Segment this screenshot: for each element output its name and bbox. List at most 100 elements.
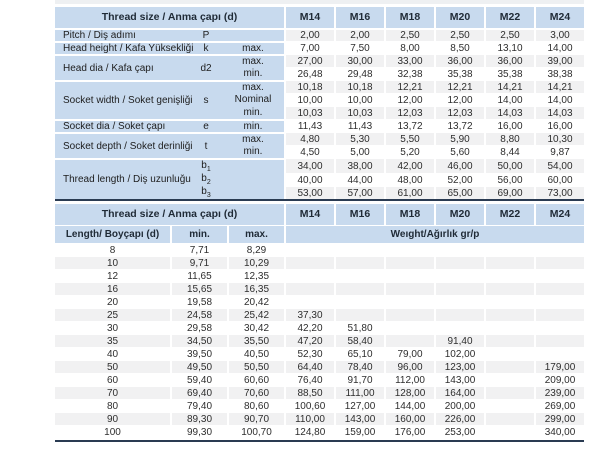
weight-cell [534, 269, 584, 282]
spec-symbol: P [190, 28, 222, 41]
weight-cell [534, 334, 584, 347]
weight-table-title: Thread size / Anma çapı (d) [55, 204, 284, 225]
spec-cell: 13,72 [434, 119, 484, 132]
weight-cell [384, 334, 434, 347]
spec-cell: 7,50 [334, 41, 384, 54]
weight-row: 25 24,58 25,42 37,30 [55, 308, 584, 321]
spec-cell: 27,00 [284, 54, 334, 67]
spec-cell: 5,60 [434, 145, 484, 158]
weight-cell [434, 321, 484, 334]
spec-cell: 5,90 [434, 132, 484, 145]
max-cell: 25,42 [227, 308, 284, 321]
weight-cell [534, 282, 584, 295]
max-column-header: max. [227, 225, 284, 243]
spec-cell: 5,00 [334, 145, 384, 158]
weight-cell: 143,00 [334, 412, 384, 425]
spec-row: Head height / Kafa Yüksekliği k max. 7,00 7,… [55, 41, 584, 54]
weight-cell: 51,80 [334, 321, 384, 334]
spec-cell: 40,00 [284, 173, 334, 186]
spec-cell: 36,00 [484, 54, 534, 67]
max-cell: 100,70 [227, 425, 284, 438]
weight-cell: 340,00 [534, 425, 584, 438]
spec-cell: 14,00 [534, 41, 584, 54]
max-cell: 30,42 [227, 321, 284, 334]
weight-cell [384, 256, 434, 269]
weight-cell: 91,40 [434, 334, 484, 347]
spec-cell: 14,03 [534, 106, 584, 119]
spec-cell: 46,00 [434, 158, 484, 173]
min-cell: 49,50 [170, 360, 227, 373]
weight-row: 35 34,50 35,50 47,20 58,40 91,40 [55, 334, 584, 347]
table-separator-rule [55, 199, 584, 201]
spec-row-label: Pitch / Diş adımı [55, 28, 190, 41]
weight-cell: 52,30 [284, 347, 334, 360]
weight-cell [434, 256, 484, 269]
size-header-m24: M24 [534, 204, 584, 225]
spec-symbol: s [190, 80, 222, 119]
spec-cell: 12,03 [434, 106, 484, 119]
spec-cell: 30,00 [334, 54, 384, 67]
spec-cell: 39,00 [534, 54, 584, 67]
spec-cell: 16,00 [484, 119, 534, 132]
spec-cell: 12,00 [384, 93, 434, 106]
weight-cell [434, 295, 484, 308]
spec-cell: 65,00 [434, 186, 484, 199]
spec-cell: 5,30 [334, 132, 384, 145]
length-cell: 60 [55, 373, 170, 386]
weight-cell [434, 308, 484, 321]
length-cell: 16 [55, 282, 170, 295]
min-cell: 69,40 [170, 386, 227, 399]
spec-cell: 10,03 [284, 106, 334, 119]
weight-cell [334, 295, 384, 308]
spec-cell: 54,00 [534, 158, 584, 173]
length-column-header: Length/ Boyçapı (d) [55, 225, 170, 243]
weight-columns-header: Weıght/Ağırlık gr/p [284, 225, 584, 243]
weight-cell [384, 243, 434, 256]
weight-cell: 239,00 [534, 386, 584, 399]
spec-row-label: Socket width / Soket genişliği [55, 80, 193, 119]
weight-cell [534, 256, 584, 269]
weight-cell [434, 269, 484, 282]
weight-cell: 299,00 [534, 412, 584, 425]
weight-cell: 164,00 [434, 386, 484, 399]
size-header-m22: M22 [484, 7, 534, 28]
weight-cell [484, 321, 534, 334]
weight-row: 16 15,65 16,35 [55, 282, 584, 295]
spec-symbol: k [190, 41, 222, 54]
weight-cell [484, 386, 534, 399]
spec-row: min. 10,03 10,03 12,03 12,03 14,03 14,03 [55, 106, 584, 119]
weight-cell: 269,00 [534, 399, 584, 412]
weight-row: 12 11,65 12,35 [55, 269, 584, 282]
spec-cell: 10,00 [284, 93, 334, 106]
spec-row-label: Head dia / Kafa çapı [55, 54, 190, 80]
spec-cell: 14,00 [484, 93, 534, 106]
min-cell: 59,40 [170, 373, 227, 386]
spec-cell: 8,50 [434, 41, 484, 54]
max-cell: 60,60 [227, 373, 284, 386]
min-cell: 15,65 [170, 282, 227, 295]
length-cell: 20 [55, 295, 170, 308]
spec-cell: 52,00 [434, 173, 484, 186]
weight-cell [484, 347, 534, 360]
weight-cell [284, 269, 334, 282]
size-header-m16: M16 [334, 204, 384, 225]
spec-sublabel: max. [222, 41, 284, 54]
weight-cell: 79,00 [384, 347, 434, 360]
length-cell: 25 [55, 308, 170, 321]
weight-cell [484, 243, 534, 256]
weight-cell: 159,00 [334, 425, 384, 438]
weight-cell [334, 256, 384, 269]
spec-cell: 32,38 [384, 67, 434, 80]
weight-cell [534, 308, 584, 321]
weight-cell [334, 282, 384, 295]
max-cell: 12,35 [227, 269, 284, 282]
spec-cell: 69,00 [484, 186, 534, 199]
size-header-m18: M18 [384, 7, 434, 28]
weight-cell: 200,00 [434, 399, 484, 412]
weight-row: 8 7,71 8,29 [55, 243, 584, 256]
weight-row: 40 39,50 40,50 52,30 65,10 79,00 102,00 [55, 347, 584, 360]
spec-symbol: b3 [190, 186, 222, 199]
spec-cell: 44,00 [334, 173, 384, 186]
spec-sublabel: min. [222, 106, 284, 119]
spec-cell: 13,10 [484, 41, 534, 54]
